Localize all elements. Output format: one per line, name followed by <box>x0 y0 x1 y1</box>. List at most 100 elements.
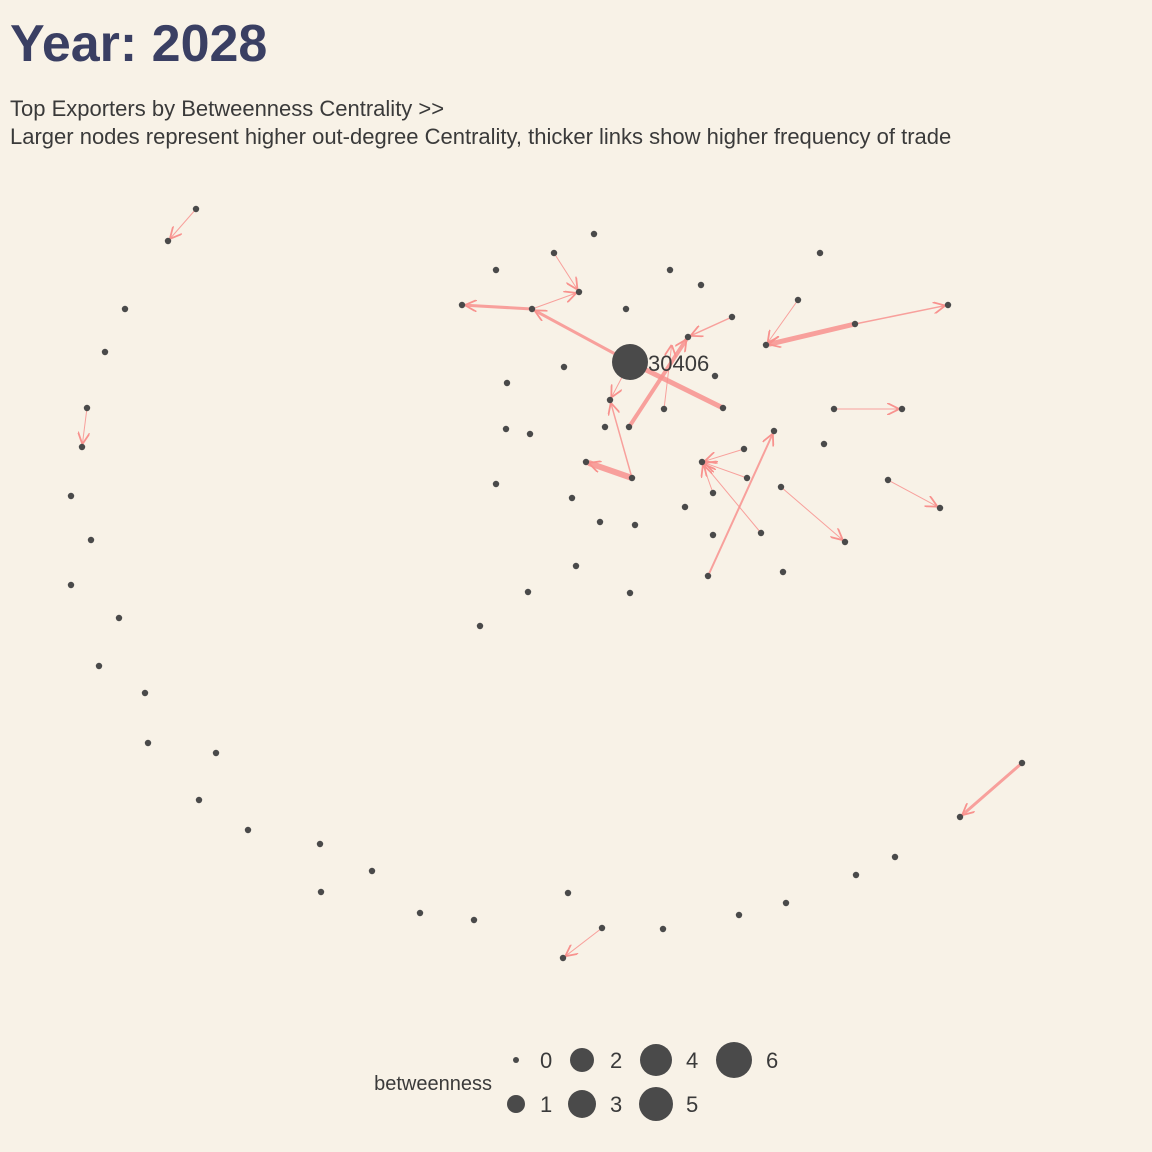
node-52 <box>719 404 727 412</box>
legend: betweenness 0 1 2 3 4 5 6 <box>374 1042 778 1121</box>
node-58 <box>625 423 633 431</box>
node-31 <box>590 230 598 238</box>
node-16 <box>316 840 324 848</box>
node-23 <box>559 954 567 962</box>
node-2 <box>121 305 129 313</box>
node-82 <box>626 589 634 597</box>
node-51 <box>660 405 668 413</box>
node-0 <box>192 205 200 213</box>
legend-title: betweenness <box>374 1073 492 1095</box>
node-30 <box>1018 759 1026 767</box>
node-15 <box>244 826 252 834</box>
node-42 <box>728 313 736 321</box>
node-24 <box>659 925 667 933</box>
node-18 <box>368 867 376 875</box>
edge-18 <box>706 463 748 479</box>
edge-16 <box>707 435 772 577</box>
node-73 <box>631 521 639 529</box>
node-29 <box>956 813 964 821</box>
chart-subtitle: Top Exporters by Betweenness Centrality … <box>10 95 951 151</box>
node-78 <box>572 562 580 570</box>
node-50 <box>606 396 614 404</box>
node-64 <box>698 458 706 466</box>
legend-label-4: 4 <box>686 1048 698 1073</box>
node-70 <box>492 480 500 488</box>
subtitle-line-2: Larger nodes represent higher out-degree… <box>10 124 952 149</box>
node-72 <box>596 518 604 526</box>
node-11 <box>141 689 149 697</box>
node-49 <box>503 379 511 387</box>
node-3 <box>101 348 109 356</box>
node-69 <box>936 504 944 512</box>
legend-swatch-2 <box>570 1048 594 1072</box>
legend-swatch-0 <box>513 1057 519 1063</box>
edge-5 <box>553 252 577 289</box>
node-47 <box>560 363 568 371</box>
legend-swatch-6 <box>716 1042 752 1078</box>
edges-layer <box>83 208 1024 956</box>
legend-swatch-5 <box>639 1087 673 1121</box>
node-54 <box>898 405 906 413</box>
edge-4 <box>634 361 726 411</box>
node-43 <box>684 333 692 341</box>
node-76 <box>757 529 765 537</box>
node-35 <box>528 305 536 313</box>
node-79 <box>704 572 712 580</box>
node-67 <box>777 483 785 491</box>
node-37 <box>622 305 630 313</box>
node-34 <box>575 288 583 296</box>
node-83 <box>476 622 484 630</box>
node-7 <box>87 536 95 544</box>
node-62 <box>582 458 590 466</box>
node-20 <box>470 916 478 924</box>
node-80 <box>779 568 787 576</box>
node-75 <box>709 531 717 539</box>
edge-0 <box>171 208 197 238</box>
node-26 <box>782 899 790 907</box>
edge-6 <box>531 293 575 310</box>
node-71 <box>568 494 576 502</box>
hub-node-label: 30406 <box>648 351 709 376</box>
legend-swatch-3 <box>568 1090 596 1118</box>
node-5 <box>78 443 86 451</box>
node-39 <box>697 281 705 289</box>
nodes-layer <box>67 205 1026 962</box>
legend-label-2: 2 <box>610 1048 622 1073</box>
edge-13 <box>854 306 944 325</box>
edge-7 <box>692 316 733 335</box>
edge-23 <box>963 761 1024 814</box>
node-81 <box>524 588 532 596</box>
legend-swatch-1 <box>507 1095 525 1113</box>
legend-label-0: 0 <box>540 1048 552 1073</box>
legend-label-6: 6 <box>766 1048 778 1073</box>
node-19 <box>416 909 424 917</box>
node-61 <box>820 440 828 448</box>
edge-1 <box>83 407 87 443</box>
node-44 <box>944 301 952 309</box>
legend-label-3: 3 <box>610 1092 622 1117</box>
node-53 <box>830 405 838 413</box>
hub-node <box>612 344 648 380</box>
node-28 <box>891 853 899 861</box>
node-27 <box>852 871 860 879</box>
edge-14 <box>768 299 799 342</box>
edge-11 <box>611 404 633 479</box>
node-17 <box>317 888 325 896</box>
node-48 <box>711 372 719 380</box>
edge-12 <box>770 321 858 344</box>
node-55 <box>502 425 510 433</box>
node-22 <box>598 924 606 932</box>
node-63 <box>628 474 636 482</box>
node-32 <box>550 249 558 257</box>
node-65 <box>743 474 751 482</box>
node-1 <box>164 237 172 245</box>
legend-swatch-4 <box>640 1044 672 1076</box>
edge-25 <box>663 346 672 410</box>
edge-20 <box>705 465 762 534</box>
node-46 <box>762 341 770 349</box>
edge-22 <box>887 479 936 506</box>
edge-10 <box>590 463 635 481</box>
edge-17 <box>706 448 745 461</box>
node-6 <box>67 492 75 500</box>
